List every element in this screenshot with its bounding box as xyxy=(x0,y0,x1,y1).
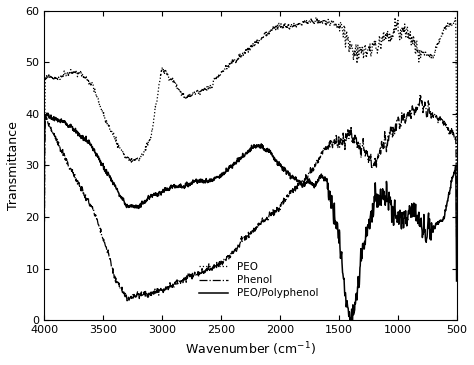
Legend: PEO, Phenol, PEO/Polyphenol: PEO, Phenol, PEO/Polyphenol xyxy=(195,258,322,303)
PEO xyxy=(237,53,243,57)
Phenol xyxy=(47,126,53,130)
Phenol xyxy=(454,235,459,239)
Phenol xyxy=(311,166,317,170)
Phenol xyxy=(125,299,131,303)
Phenol xyxy=(354,136,359,140)
PEO/Polyphenol xyxy=(454,279,459,283)
PEO xyxy=(42,203,47,208)
PEO xyxy=(311,21,317,26)
Phenol xyxy=(119,287,125,292)
PEO xyxy=(454,178,459,182)
Phenol xyxy=(263,216,269,221)
PEO/Polyphenol xyxy=(354,296,360,300)
PEO xyxy=(263,34,269,38)
Phenol xyxy=(42,220,47,224)
PEO/Polyphenol xyxy=(348,323,354,328)
Line: PEO: PEO xyxy=(45,17,456,205)
PEO/Polyphenol xyxy=(44,111,50,115)
Line: PEO/Polyphenol: PEO/Polyphenol xyxy=(45,113,456,326)
Y-axis label: Transmittance: Transmittance xyxy=(7,121,20,210)
PEO/Polyphenol xyxy=(263,148,269,152)
PEO xyxy=(313,15,319,19)
PEO/Polyphenol xyxy=(311,186,317,190)
X-axis label: Wavenumber (cm$^{-1}$): Wavenumber (cm$^{-1}$) xyxy=(185,341,316,358)
Phenol xyxy=(417,93,423,98)
Line: Phenol: Phenol xyxy=(45,96,456,301)
Phenol xyxy=(237,241,243,245)
PEO xyxy=(119,148,125,152)
PEO xyxy=(354,50,360,55)
PEO/Polyphenol xyxy=(237,156,243,161)
PEO/Polyphenol xyxy=(42,138,47,143)
PEO/Polyphenol xyxy=(47,114,53,118)
PEO/Polyphenol xyxy=(119,196,125,200)
PEO xyxy=(47,76,53,81)
